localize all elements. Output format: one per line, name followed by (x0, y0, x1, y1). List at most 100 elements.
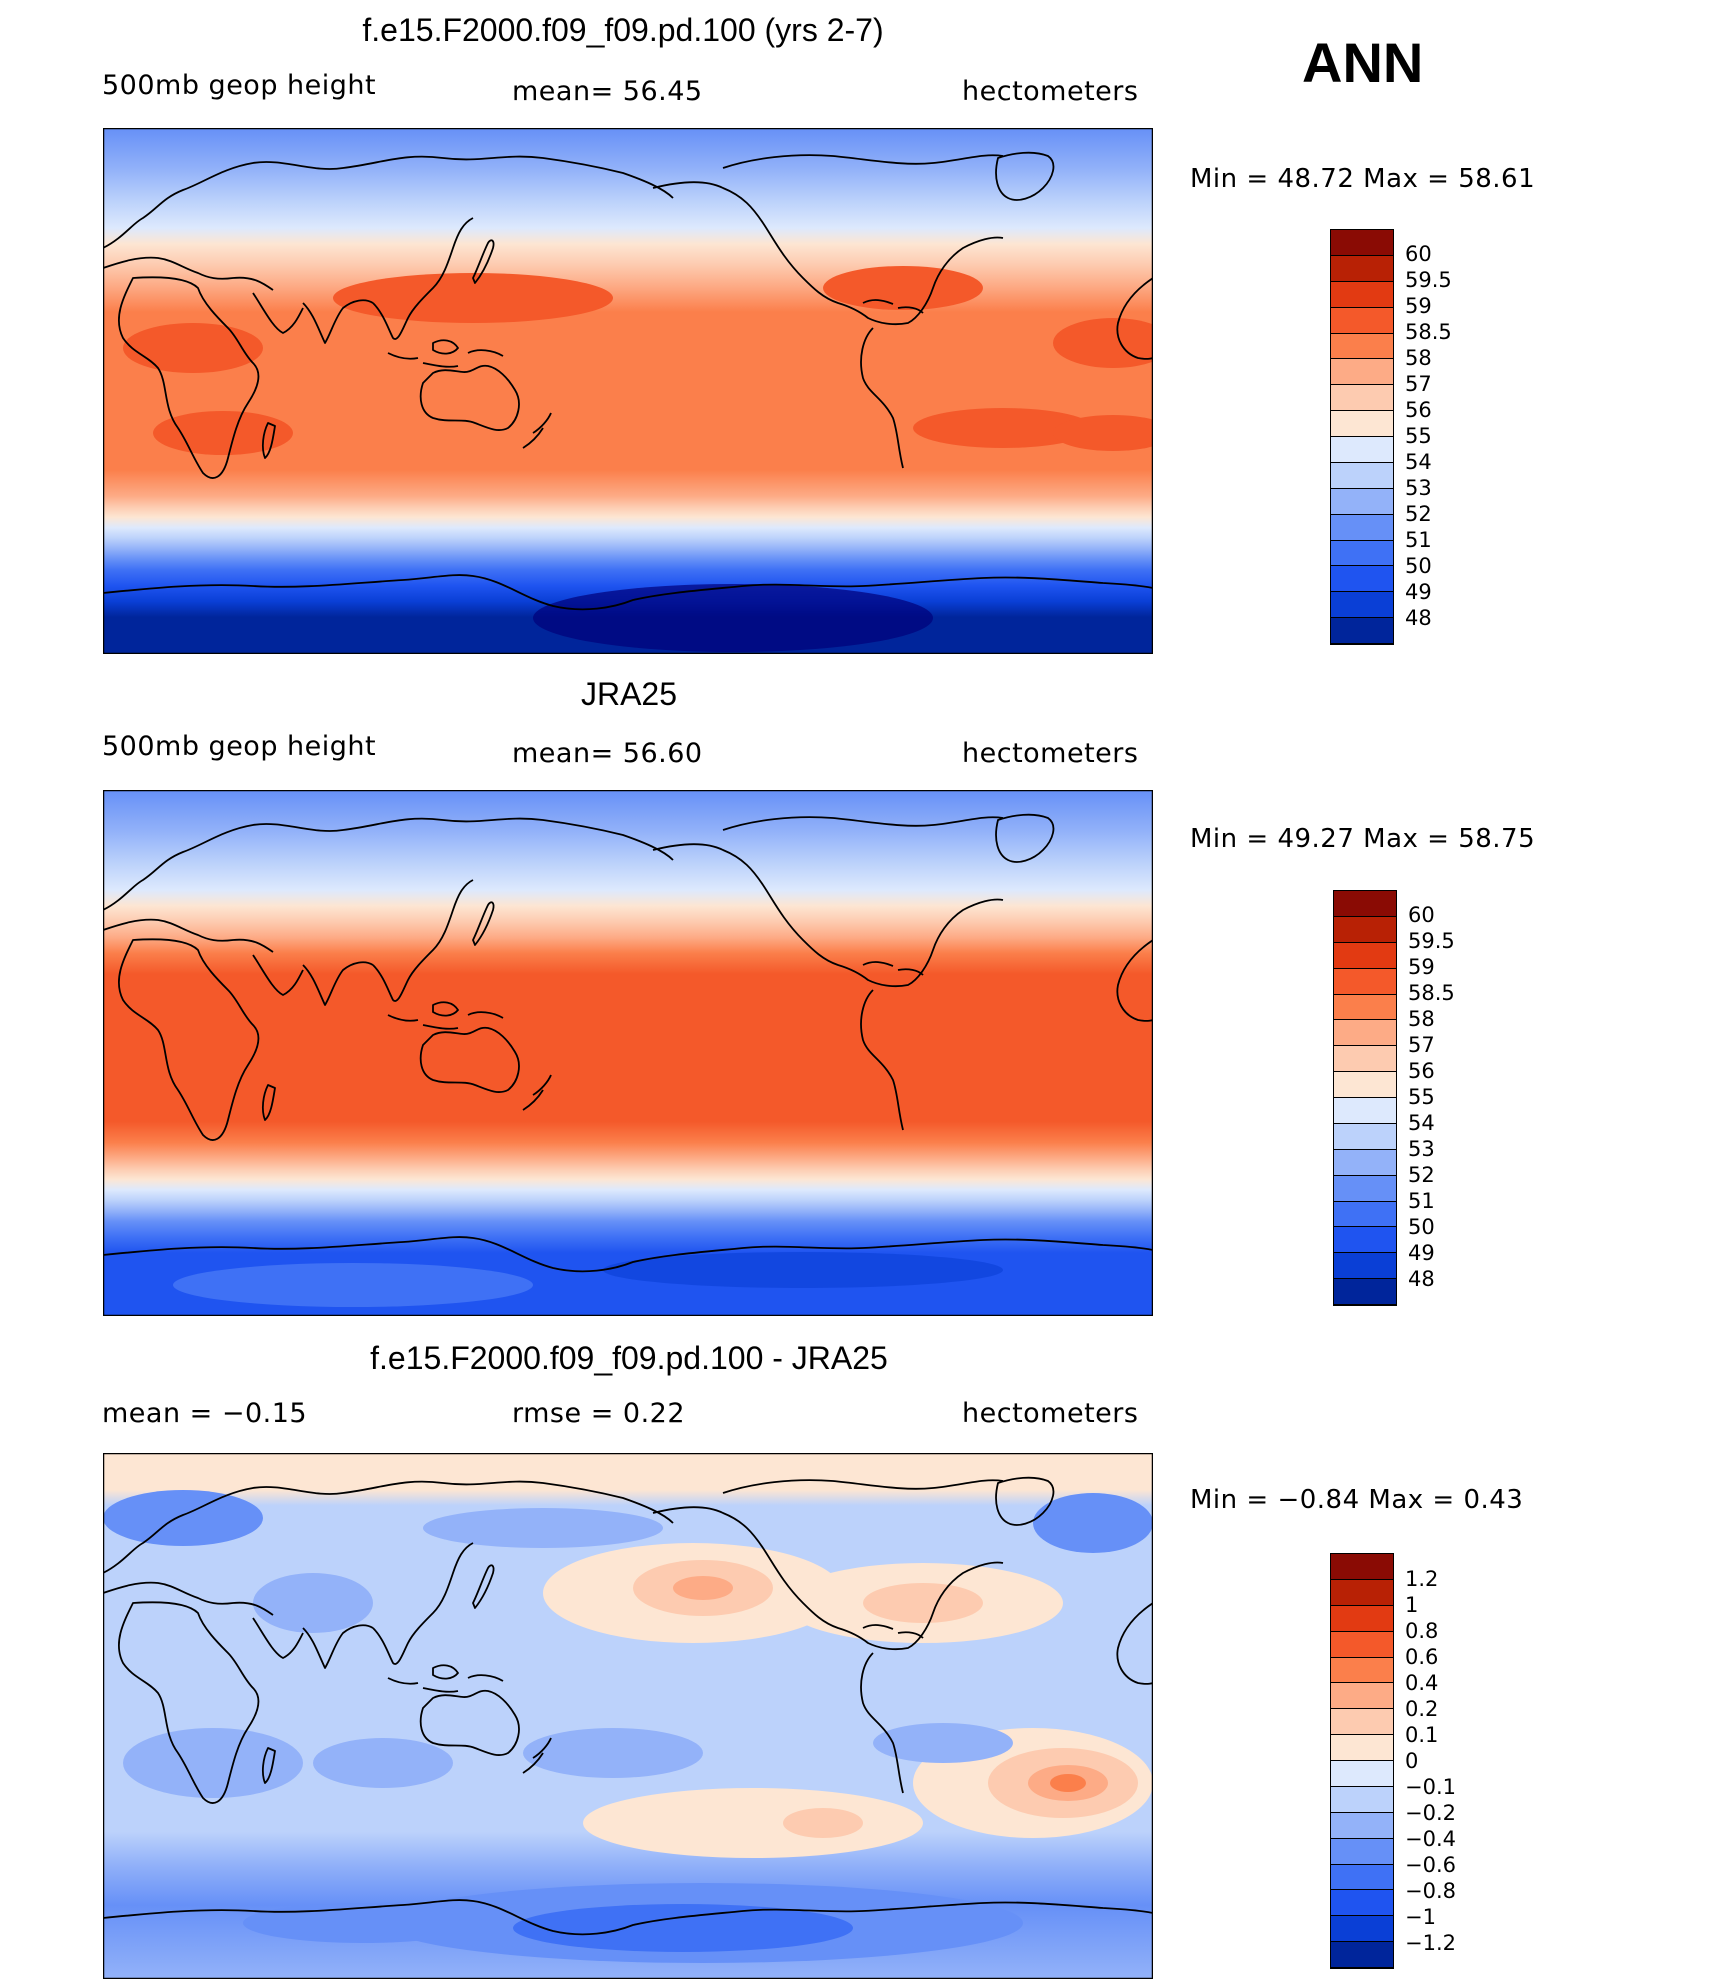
labelbar-label: 0.1 (1405, 1723, 1439, 1747)
labelbar-swatch (1331, 1631, 1393, 1658)
panel-2-units-label: hectometers (962, 738, 1139, 769)
panel-3-mean-label: mean = −0.15 (102, 1398, 308, 1429)
labelbar-label: 59 (1408, 955, 1435, 979)
labelbar-swatch (1331, 1838, 1393, 1865)
labelbar-label: 50 (1408, 1215, 1435, 1239)
labelbar-swatch (1334, 1175, 1396, 1202)
labelbar-swatch (1331, 592, 1393, 619)
labelbar-label: 57 (1408, 1033, 1435, 1057)
labelbar-label: 55 (1405, 424, 1432, 448)
labelbar-label: 53 (1405, 476, 1432, 500)
labelbar-swatch (1334, 891, 1396, 917)
labelbar-label: −1.2 (1405, 1931, 1456, 1955)
labelbar-label: 0.2 (1405, 1697, 1439, 1721)
labelbar-label: 59 (1405, 294, 1432, 318)
labelbar-swatch (1334, 994, 1396, 1021)
labelbar-swatch (1334, 1253, 1396, 1280)
labelbar-swatch (1331, 359, 1393, 386)
panel-1-mean-label: mean= 56.45 (512, 76, 703, 107)
labelbar-label: 49 (1405, 580, 1432, 604)
labelbar-swatch (1331, 618, 1393, 644)
labelbar-swatch (1331, 1942, 1393, 1968)
labelbar-swatch (1331, 1761, 1393, 1787)
labelbar-swatch (1331, 1786, 1393, 1813)
panel-2-variable-label: 500mb geop height (102, 731, 377, 762)
labelbar-swatch (1331, 385, 1393, 412)
labelbar-swatch (1331, 1864, 1393, 1891)
panel-2-labelbar-swatches (1334, 891, 1396, 1305)
labelbar-label: 50 (1405, 554, 1432, 578)
panel-1-title: f.e15.F2000.f09_f09.pd.100 (yrs 2-7) (362, 12, 884, 48)
labelbar-swatch (1334, 1201, 1396, 1228)
labelbar-swatch (1334, 942, 1396, 969)
labelbar-swatch (1331, 411, 1393, 437)
panel-2-map (103, 790, 1153, 1316)
labelbar-label: 60 (1408, 903, 1435, 927)
labelbar-swatch (1331, 333, 1393, 360)
labelbar-swatch (1334, 1046, 1396, 1073)
panel-1-min-max: Min = 48.72 Max = 58.61 (1190, 164, 1536, 194)
labelbar-label: −0.2 (1405, 1801, 1456, 1825)
labelbar-swatch (1334, 916, 1396, 943)
labelbar-swatch (1331, 437, 1393, 463)
labelbar-swatch (1331, 307, 1393, 334)
labelbar-label: 1 (1405, 1593, 1419, 1617)
labelbar-label: 0 (1405, 1749, 1419, 1773)
labelbar-swatch (1331, 230, 1393, 256)
labelbar-label: 59.5 (1408, 929, 1455, 953)
labelbar-swatch (1331, 1890, 1393, 1917)
panel-2-labelbar (1333, 890, 1397, 1306)
labelbar-label: 49 (1408, 1241, 1435, 1265)
labelbar-label: −1 (1405, 1905, 1436, 1929)
panel-1-map (103, 128, 1153, 654)
labelbar-swatch (1331, 462, 1393, 489)
labelbar-swatch (1334, 1072, 1396, 1098)
labelbar-swatch (1331, 1579, 1393, 1606)
season-label: ANN (1302, 31, 1424, 94)
panel-2-mean-label: mean= 56.60 (512, 738, 703, 769)
panel-3-labelbar (1330, 1553, 1394, 1969)
panel-3-units-label: hectometers (962, 1398, 1139, 1429)
panel-3-min-max: Min = −0.84 Max = 0.43 (1190, 1485, 1524, 1515)
labelbar-swatch (1331, 1916, 1393, 1943)
labelbar-label: 51 (1405, 528, 1432, 552)
labelbar-swatch (1331, 1812, 1393, 1839)
labelbar-label: 57 (1405, 372, 1432, 396)
panel-3-labelbar-swatches (1331, 1554, 1393, 1968)
labelbar-label: 54 (1408, 1111, 1435, 1135)
labelbar-swatch (1334, 1123, 1396, 1150)
labelbar-swatch (1331, 1605, 1393, 1632)
labelbar-label: −0.6 (1405, 1853, 1456, 1877)
labelbar-swatch (1334, 1098, 1396, 1124)
panel-1-labelbar-swatches (1331, 230, 1393, 644)
labelbar-label: 58.5 (1405, 320, 1452, 344)
labelbar-label: 1.2 (1405, 1567, 1439, 1591)
labelbar-label: 48 (1408, 1267, 1435, 1291)
labelbar-swatch (1331, 514, 1393, 541)
labelbar-swatch (1334, 1279, 1396, 1305)
panel-1-labelbar (1330, 229, 1394, 645)
labelbar-label: −0.8 (1405, 1879, 1456, 1903)
labelbar-label: 53 (1408, 1137, 1435, 1161)
labelbar-swatch (1331, 1554, 1393, 1580)
labelbar-label: 52 (1408, 1163, 1435, 1187)
labelbar-label: 52 (1405, 502, 1432, 526)
labelbar-swatch (1334, 968, 1396, 995)
panel-2-min-max: Min = 49.27 Max = 58.75 (1190, 824, 1536, 854)
labelbar-label: −0.4 (1405, 1827, 1456, 1851)
labelbar-label: 58.5 (1408, 981, 1455, 1005)
panel-1-units-label: hectometers (962, 76, 1139, 107)
labelbar-label: 0.8 (1405, 1619, 1439, 1643)
labelbar-label: 51 (1408, 1189, 1435, 1213)
panel-3-map (103, 1453, 1153, 1979)
panel-3-rmse-label: rmse = 0.22 (512, 1398, 686, 1429)
labelbar-swatch (1331, 540, 1393, 567)
labelbar-label: 54 (1405, 450, 1432, 474)
labelbar-swatch (1331, 1735, 1393, 1761)
labelbar-swatch (1331, 1709, 1393, 1736)
labelbar-label: 56 (1405, 398, 1432, 422)
labelbar-label: 60 (1405, 242, 1432, 266)
panel-1-variable-label: 500mb geop height (102, 70, 377, 101)
labelbar-label: 0.6 (1405, 1645, 1439, 1669)
labelbar-swatch (1331, 255, 1393, 282)
